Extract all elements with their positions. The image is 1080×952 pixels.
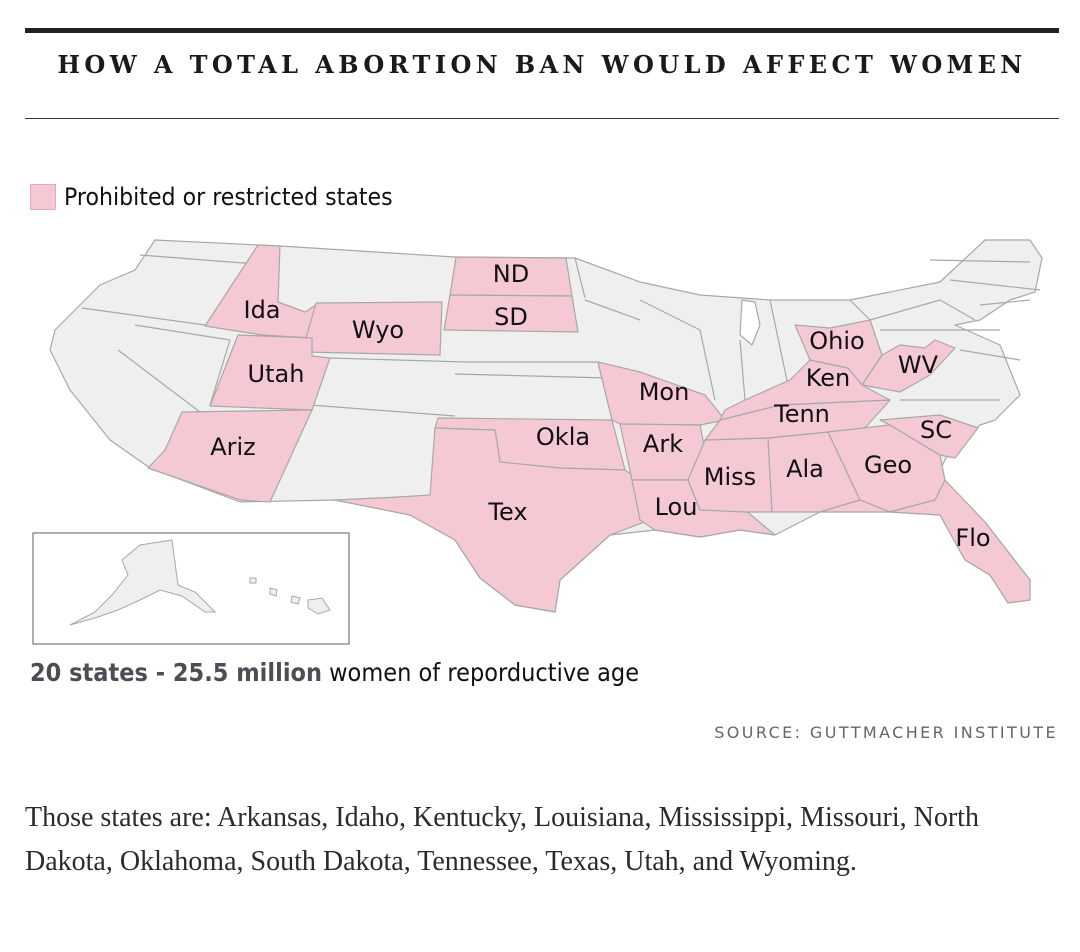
top-rule xyxy=(25,28,1059,33)
source-credit: SOURCE: GUTTMACHER INSTITUTE xyxy=(714,723,1058,742)
legend: Prohibited or restricted states xyxy=(30,183,421,211)
legend-swatch xyxy=(30,184,56,210)
label-south-carolina: SC xyxy=(920,416,952,444)
state-kentucky xyxy=(719,359,891,421)
label-wyoming: Wyo xyxy=(352,316,404,344)
label-kentucky: Ken xyxy=(806,364,851,392)
label-mississippi: Miss xyxy=(704,463,756,491)
label-arkansas: Ark xyxy=(643,430,683,458)
chart-title: HOW A TOTAL ABORTION BAN WOULD AFFECT WO… xyxy=(57,50,1027,79)
state-texas xyxy=(334,427,651,613)
label-north-dakota: ND xyxy=(493,260,529,288)
label-georgia: Geo xyxy=(864,451,912,479)
state-south-dakota xyxy=(443,294,579,333)
hawaii xyxy=(249,577,331,615)
state-west-virginia xyxy=(861,339,956,393)
title-divider xyxy=(25,118,1059,119)
state-arizona xyxy=(147,409,313,503)
label-oklahoma: Okla xyxy=(536,423,590,451)
state-utah xyxy=(209,334,331,411)
label-texas: Tex xyxy=(487,498,527,526)
label-idaho: Ida xyxy=(243,296,280,324)
label-west-virginia: WV xyxy=(898,351,939,379)
label-florida: Flo xyxy=(955,524,990,552)
inset-box xyxy=(32,532,350,645)
state-missouri xyxy=(597,361,726,426)
legend-label: Prohibited or restricted states xyxy=(64,183,393,211)
state-south-carolina xyxy=(879,414,979,459)
label-tennessee: Tenn xyxy=(773,400,830,428)
label-utah: Utah xyxy=(248,360,305,388)
label-south-dakota: SD xyxy=(494,303,528,331)
lake-michigan xyxy=(739,299,761,346)
summary: 20 states - 25.5 million women of repord… xyxy=(30,658,639,687)
label-arizona: Ariz xyxy=(210,433,256,461)
state-florida xyxy=(819,479,1031,604)
alaska xyxy=(69,539,217,626)
summary-highlight: 20 states - 25.5 million xyxy=(30,658,323,687)
state-borders-east xyxy=(849,259,1041,401)
label-missouri: Mon xyxy=(639,378,690,406)
state-wyoming xyxy=(301,301,443,356)
label-louisiana: Lou xyxy=(655,493,698,521)
us-map: Ida Wyo ND SD Utah Ariz Okla Tex Mon Ark… xyxy=(32,239,1043,645)
body-paragraph: Those states are: Arkansas, Idaho, Kentu… xyxy=(25,802,979,877)
label-ohio: Ohio xyxy=(809,327,864,355)
summary-rest: women of reporductive age xyxy=(322,658,640,687)
label-alabama: Ala xyxy=(786,455,824,483)
